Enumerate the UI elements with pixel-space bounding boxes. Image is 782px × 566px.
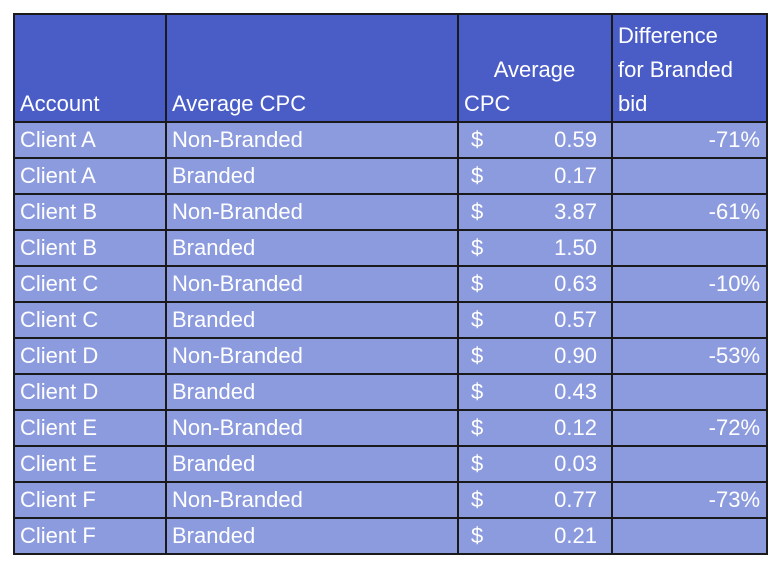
currency-symbol: $	[471, 487, 484, 512]
cpc-amount: 0.63	[554, 271, 597, 296]
cpc-amount: 0.17	[554, 163, 597, 188]
cell-average-cpc: $0.59	[457, 121, 613, 159]
cell-branded-difference	[611, 301, 768, 339]
cell-branded-difference	[611, 373, 768, 411]
cell-account: Client D	[13, 337, 167, 375]
table-row: Client E Branded $0.03	[13, 445, 768, 483]
table-row: Client A Non-Branded $0.59 -71%	[13, 121, 768, 159]
currency-symbol: $	[471, 127, 484, 152]
cell-cpc-type: Non-Branded	[165, 481, 459, 519]
cell-branded-difference: -72%	[611, 409, 768, 447]
header-average-cpc-type: Average CPC	[165, 13, 459, 123]
table-row: Client F Branded $0.21	[13, 517, 768, 555]
table-row: Client F Non-Branded $0.77 -73%	[13, 481, 768, 519]
currency-symbol: $	[471, 451, 484, 476]
currency-symbol: $	[471, 523, 484, 548]
cell-average-cpc: $1.50	[457, 229, 613, 267]
table-row: Client C Branded $0.57	[13, 301, 768, 339]
cell-average-cpc: $3.87	[457, 193, 613, 231]
currency-symbol: $	[471, 415, 484, 440]
cell-branded-difference: -10%	[611, 265, 768, 303]
cell-cpc-type: Branded	[165, 301, 459, 339]
cpc-amount: 0.43	[554, 379, 597, 404]
cpc-amount: 3.87	[554, 199, 597, 224]
cell-account: Client A	[13, 121, 167, 159]
currency-symbol: $	[471, 307, 484, 332]
cell-cpc-type: Non-Branded	[165, 337, 459, 375]
cpc-amount: 0.21	[554, 523, 597, 548]
cpc-amount: 0.57	[554, 307, 597, 332]
cell-branded-difference: -71%	[611, 121, 768, 159]
cell-cpc-type: Non-Branded	[165, 265, 459, 303]
cell-branded-difference: -61%	[611, 193, 768, 231]
cpc-amount: 0.03	[554, 451, 597, 476]
table-body: Client A Non-Branded $0.59 -71% Client A Bran…	[13, 121, 768, 555]
header-account: Account	[13, 13, 167, 123]
cell-average-cpc: $0.90	[457, 337, 613, 375]
cell-average-cpc: $0.21	[457, 517, 613, 555]
cell-account: Client C	[13, 265, 167, 303]
table-row: Client A Branded $0.17	[13, 157, 768, 195]
header-average-cpc-value: Average CPC	[457, 13, 613, 123]
cell-account: Client B	[13, 229, 167, 267]
cell-account: Client E	[13, 409, 167, 447]
cpc-amount: 0.12	[554, 415, 597, 440]
cell-cpc-type: Branded	[165, 373, 459, 411]
cpc-amount: 0.90	[554, 343, 597, 368]
table-row: Client B Branded $1.50	[13, 229, 768, 267]
cell-account: Client A	[13, 157, 167, 195]
cell-branded-difference	[611, 517, 768, 555]
cell-average-cpc: $0.63	[457, 265, 613, 303]
cell-average-cpc: $0.17	[457, 157, 613, 195]
cell-average-cpc: $0.57	[457, 301, 613, 339]
cell-cpc-type: Non-Branded	[165, 409, 459, 447]
table-row: Client C Non-Branded $0.63 -10%	[13, 265, 768, 303]
cell-account: Client F	[13, 517, 167, 555]
header-difference: Difference for Branded bid	[611, 13, 768, 123]
cell-account: Client E	[13, 445, 167, 483]
cell-branded-difference	[611, 229, 768, 267]
cell-account: Client C	[13, 301, 167, 339]
cell-average-cpc: $0.03	[457, 445, 613, 483]
currency-symbol: $	[471, 271, 484, 296]
currency-symbol: $	[471, 235, 484, 260]
cell-average-cpc: $0.77	[457, 481, 613, 519]
table-row: Client D Branded $0.43	[13, 373, 768, 411]
cell-branded-difference	[611, 445, 768, 483]
cell-branded-difference: -53%	[611, 337, 768, 375]
table-row: Client D Non-Branded $0.90 -53%	[13, 337, 768, 375]
cell-cpc-type: Non-Branded	[165, 193, 459, 231]
currency-symbol: $	[471, 163, 484, 188]
cell-account: Client B	[13, 193, 167, 231]
cpc-amount: 0.59	[554, 127, 597, 152]
table-row: Client E Non-Branded $0.12 -72%	[13, 409, 768, 447]
cell-branded-difference: -73%	[611, 481, 768, 519]
currency-symbol: $	[471, 199, 484, 224]
cpc-amount: 1.50	[554, 235, 597, 260]
currency-symbol: $	[471, 343, 484, 368]
cell-account: Client D	[13, 373, 167, 411]
cpc-amount: 0.77	[554, 487, 597, 512]
cell-cpc-type: Branded	[165, 157, 459, 195]
header-row: Account Average CPC Average CPC Differen…	[13, 13, 768, 123]
cell-average-cpc: $0.43	[457, 373, 613, 411]
cell-cpc-type: Branded	[165, 229, 459, 267]
currency-symbol: $	[471, 379, 484, 404]
cell-cpc-type: Branded	[165, 517, 459, 555]
cell-account: Client F	[13, 481, 167, 519]
cell-cpc-type: Non-Branded	[165, 121, 459, 159]
cell-average-cpc: $0.12	[457, 409, 613, 447]
table-row: Client B Non-Branded $3.87 -61%	[13, 193, 768, 231]
cell-branded-difference	[611, 157, 768, 195]
cell-cpc-type: Branded	[165, 445, 459, 483]
cpc-comparison-table: Account Average CPC Average CPC Differen…	[13, 13, 768, 555]
